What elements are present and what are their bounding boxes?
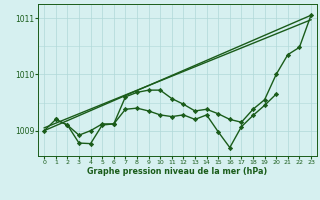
X-axis label: Graphe pression niveau de la mer (hPa): Graphe pression niveau de la mer (hPa) xyxy=(87,167,268,176)
